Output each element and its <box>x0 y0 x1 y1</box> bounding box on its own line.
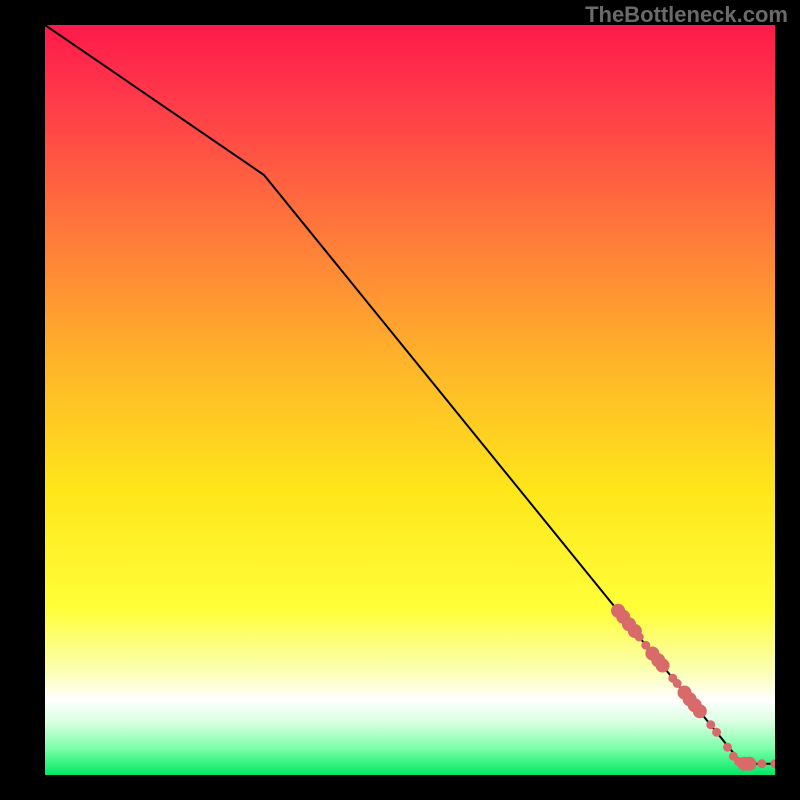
chart-container: TheBottleneck.com <box>0 0 800 800</box>
data-marker <box>656 659 670 673</box>
watermark-text: TheBottleneck.com <box>585 2 788 28</box>
data-marker <box>673 679 682 688</box>
data-marker <box>723 743 732 752</box>
trend-line <box>45 25 775 764</box>
data-marker <box>771 759 776 768</box>
data-marker <box>693 704 707 718</box>
plot-overlay-svg <box>45 25 775 775</box>
data-marker <box>742 757 756 771</box>
plot-area <box>45 25 775 775</box>
data-marker <box>635 633 644 642</box>
data-marker <box>757 759 766 768</box>
data-marker <box>712 728 721 737</box>
data-marker <box>706 720 715 729</box>
